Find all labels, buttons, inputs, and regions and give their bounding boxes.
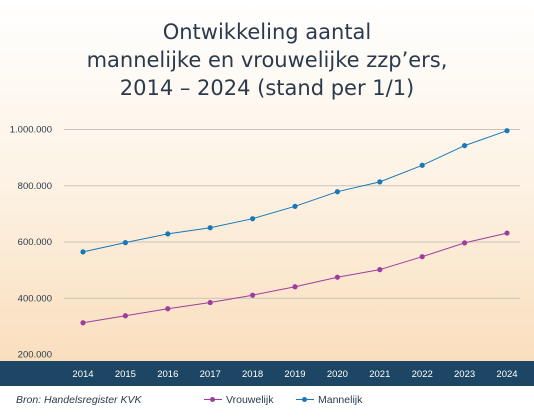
data-point-vrouwelijk (334, 274, 340, 280)
data-point-vrouwelijk (80, 320, 86, 326)
data-point-mannelijk (207, 225, 213, 231)
y-tick-label: 200.000 (18, 350, 52, 361)
x-tick-label: 2015 (115, 369, 136, 380)
chart-footer: Bron: Handelsregister KVK Vrouwelijk Man… (0, 386, 534, 417)
data-point-vrouwelijk (462, 240, 468, 246)
x-tick-label: 2017 (200, 369, 221, 380)
data-point-vrouwelijk (419, 254, 425, 260)
title-line-3: 2014 – 2024 (stand per 1/1) (119, 76, 415, 100)
chart-title: Ontwikkeling aantal mannelijke en vrouwe… (0, 18, 534, 102)
series-line-vrouwelijk (82, 232, 508, 324)
data-point-mannelijk (419, 162, 425, 168)
data-point-mannelijk (122, 240, 128, 246)
series-line-mannelijk (82, 130, 508, 253)
data-point-mannelijk (80, 249, 86, 255)
y-tick-label: 800.000 (18, 181, 52, 192)
y-tick-label: 400.000 (18, 293, 52, 304)
title-line-2: mannelijke en vrouwelijke zzp’ers, (86, 48, 448, 72)
y-tick-label: 600.000 (18, 237, 52, 248)
data-point-mannelijk (377, 179, 383, 185)
x-tick-label: 2021 (369, 369, 390, 380)
data-point-mannelijk (504, 128, 510, 134)
data-point-mannelijk (462, 142, 468, 149)
x-tick-label: 2018 (242, 369, 263, 380)
x-tick-label: 2014 (72, 369, 93, 380)
x-tick-label: 2019 (284, 369, 305, 380)
title-line-1: Ontwikkeling aantal (162, 20, 372, 44)
legend-marker-mannelijk (296, 395, 314, 405)
x-tick-label: 2020 (327, 369, 348, 380)
data-point-mannelijk (165, 231, 171, 237)
data-point-vrouwelijk (207, 299, 213, 306)
legend-item-mannelijk: Mannelijk (296, 394, 362, 406)
legend-item-vrouwelijk: Vrouwelijk (204, 394, 273, 406)
chart-area: Ontwikkeling aantal mannelijke en vrouwe… (0, 0, 534, 386)
data-point-vrouwelijk (292, 284, 298, 290)
x-tick-label: 2024 (496, 369, 517, 380)
data-point-vrouwelijk (165, 306, 171, 312)
data-point-vrouwelijk (504, 230, 510, 236)
source-note: Bron: Handelsregister KVK (16, 394, 142, 406)
x-tick-label: 2023 (454, 369, 475, 380)
legend-label-mannelijk: Mannelijk (318, 394, 363, 406)
line-chart: 200.000 400.000 600.000 800.000 1.000.000 201… (10, 125, 520, 380)
data-point-mannelijk (334, 189, 340, 195)
legend-label-vrouwelijk: Vrouwelijk (226, 394, 274, 406)
data-point-vrouwelijk (377, 267, 383, 273)
x-axis-bar (0, 361, 534, 386)
data-point-mannelijk (250, 216, 256, 222)
x-tick-label: 2022 (412, 369, 433, 380)
x-tick-label: 2016 (157, 369, 178, 380)
legend-marker-vrouwelijk (204, 395, 222, 405)
y-tick-label: 1.000.000 (10, 125, 52, 136)
data-point-vrouwelijk (250, 292, 256, 298)
data-point-vrouwelijk (122, 313, 128, 319)
data-point-mannelijk (292, 203, 298, 209)
